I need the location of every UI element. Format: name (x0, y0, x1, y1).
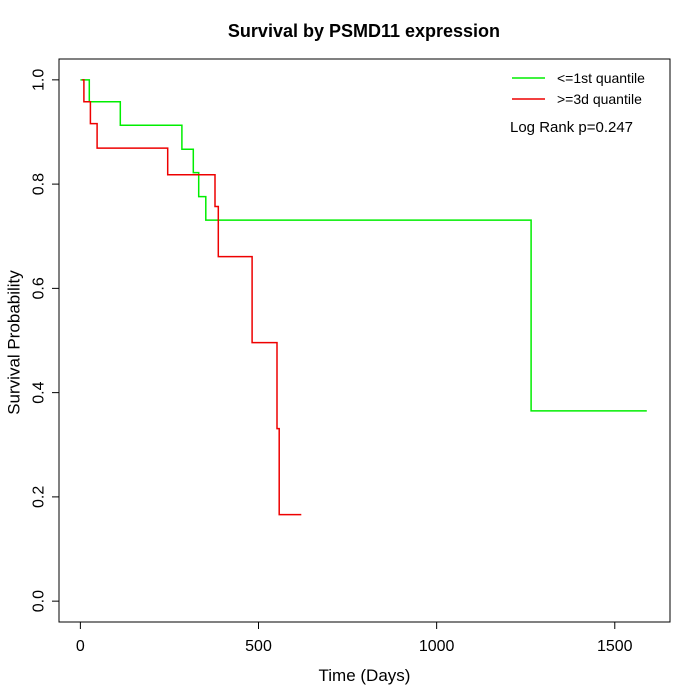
x-axis: 0 500 1000 1500 (76, 621, 633, 655)
y-axis-label: Survival Probability (5, 270, 24, 415)
legend-label: <=1st quantile (557, 70, 645, 86)
series-line-2 (82, 79, 302, 516)
legend: <=1st quantile >=3d quantile (512, 70, 645, 107)
legend-label: >=3d quantile (557, 91, 642, 107)
plot-frame (58, 58, 671, 623)
x-tick-label: 1000 (419, 638, 455, 655)
y-axis: 0.0 0.2 0.4 0.6 0.8 1.0 (31, 69, 60, 612)
y-tick-label: 0.0 (31, 590, 48, 612)
chart-title: Survival by PSMD11 expression (228, 21, 500, 41)
y-tick-label: 0.2 (31, 486, 48, 508)
y-tick-label: 1.0 (31, 69, 48, 91)
y-tick-label: 0.8 (31, 173, 48, 195)
y-tick-label: 0.4 (31, 381, 48, 403)
x-axis-label: Time (Days) (319, 666, 411, 685)
log-rank-annotation: Log Rank p=0.247 (510, 119, 633, 136)
y-tick-label: 0.6 (31, 277, 48, 299)
series-layer (80, 79, 647, 516)
x-tick-label: 0 (76, 638, 85, 655)
series-line-1 (80, 79, 647, 412)
x-tick-label: 500 (245, 638, 272, 655)
x-tick-label: 1500 (597, 638, 633, 655)
